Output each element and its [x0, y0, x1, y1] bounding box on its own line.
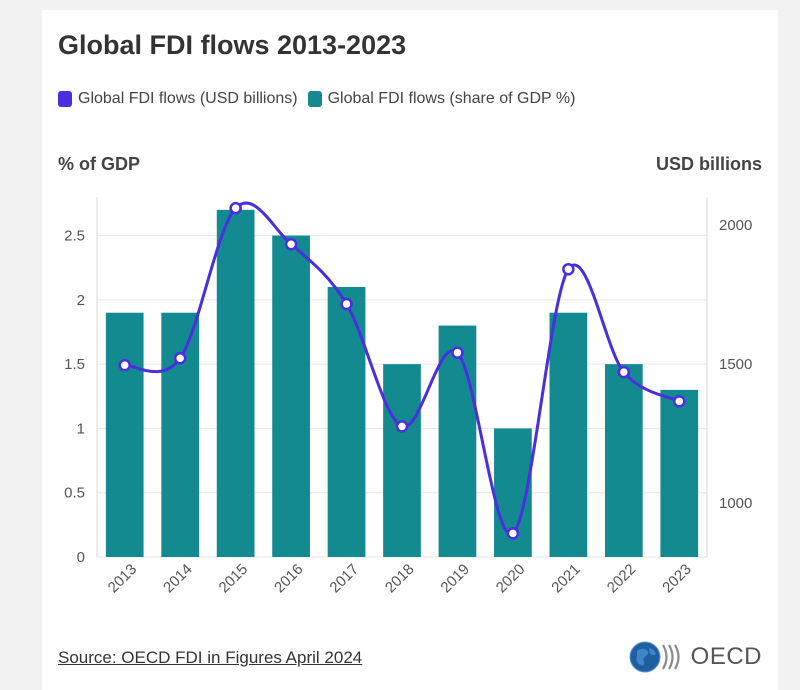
usd-point-2016: [284, 238, 298, 251]
usd-point-2013: [118, 358, 131, 372]
bar-2016: [272, 235, 310, 558]
legend-swatch-gdp: [307, 91, 322, 107]
x-tick-label: 2018: [382, 561, 418, 597]
x-tick-label: 2022: [604, 561, 640, 597]
usd-point-2018: [395, 420, 409, 433]
legend-label-gdp: Global FDI flows (share of GDP %): [327, 90, 576, 107]
bar-2015: [216, 209, 255, 557]
y-left-tick-label: 1: [77, 420, 85, 437]
usd-line: [124, 201, 680, 536]
usd-point-2015: [229, 201, 242, 215]
legend-item-usd[interactable]: Global FDI flows (USD billions): [58, 90, 298, 108]
bar-2018: [383, 364, 421, 557]
globe-icon: [629, 641, 680, 673]
x-tick-label: 2019: [437, 561, 473, 597]
y-left-tick-label: 1.5: [64, 356, 85, 373]
y-right-tick-label: 1500: [719, 356, 752, 373]
bar-2019: [438, 325, 477, 557]
bar-2022: [604, 364, 643, 557]
y-left-tick-label: 0: [77, 549, 85, 566]
usd-point-2021: [562, 263, 575, 276]
x-tick-label: 2013: [105, 561, 141, 597]
usd-point-2023: [673, 395, 686, 408]
bar-2013: [105, 312, 144, 557]
y-left-tick-label: 0.5: [64, 485, 85, 502]
legend-label-usd: Global FDI flows (USD billions): [78, 90, 298, 107]
y-right-tick-label: 1000: [719, 495, 752, 512]
chart-plot: 0 0.5 1 1.5 2 2.5 1000 1500 2000 2013 2014 2015 2016…: [64, 197, 752, 597]
chart-title: Global FDI flows 2013-2023: [58, 30, 407, 60]
x-tick-label: 2016: [271, 561, 307, 597]
oecd-logo: OECD: [629, 640, 762, 674]
x-tick-label: 2017: [326, 561, 362, 597]
x-tick-label: 2020: [493, 561, 529, 597]
legend-item-gdp[interactable]: Global FDI flows (share of GDP %): [307, 90, 576, 108]
y-left-tick-label: 2.5: [64, 228, 85, 245]
usd-point-2014: [173, 351, 187, 365]
x-tick-label: 2015: [216, 561, 252, 597]
usd-point-2020: [506, 527, 520, 540]
bar-2014: [161, 312, 200, 557]
usd-point-2017: [340, 297, 353, 311]
bar-2021: [549, 312, 588, 557]
x-tick-label: 2021: [548, 561, 584, 597]
logo-text: OECD: [690, 643, 762, 670]
source-link[interactable]: Source: OECD FDI in Figures April 2024: [58, 648, 363, 667]
bar-2017: [327, 287, 366, 557]
bar-2023: [660, 389, 699, 557]
usd-point-2022: [617, 365, 631, 379]
usd-point-2019: [451, 346, 464, 359]
left-axis-title: % of GDP: [58, 154, 141, 174]
chart-card: Global FDI flows 2013-2023 Global FDI fl…: [42, 10, 778, 690]
right-axis-title: USD billions: [655, 154, 762, 174]
x-tick-label: 2014: [160, 561, 196, 597]
y-left-tick-label: 2: [77, 292, 85, 309]
legend: Global FDI flows (USD billions) Global F…: [58, 90, 585, 108]
legend-swatch-usd: [58, 91, 72, 107]
y-right-tick-label: 2000: [719, 217, 752, 234]
x-tick-label: 2023: [659, 561, 695, 597]
